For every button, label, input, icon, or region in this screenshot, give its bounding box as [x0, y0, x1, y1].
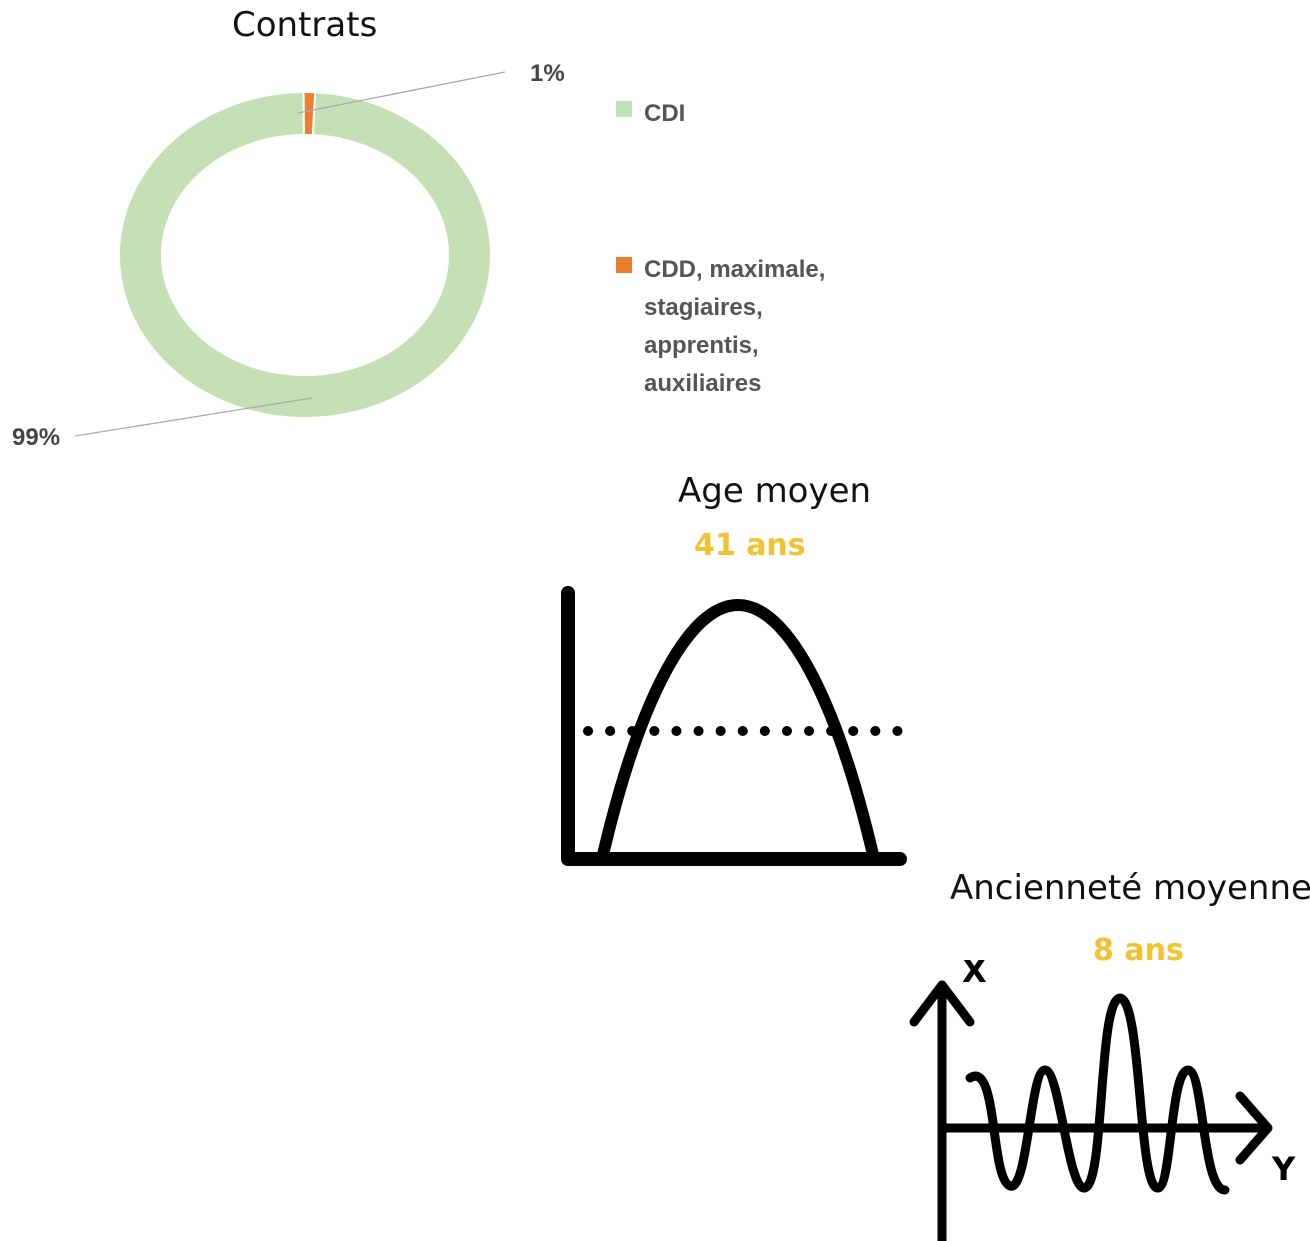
contrats-donut-chart [74, 71, 506, 437]
data-label-cdi: 99% [12, 424, 61, 451]
axis-y-label: Y [1271, 1150, 1296, 1188]
legend-label-other-line: auxiliaires [644, 370, 762, 397]
age-value: 41 ans [694, 528, 806, 563]
anciennete-value: 8 ans [1093, 933, 1184, 968]
legend-label-other-line: CDD, maximale, [644, 256, 826, 283]
donut-slices [118, 90, 492, 419]
bell-curve-icon [561, 586, 907, 866]
legend-label-cdi: CDI [644, 100, 686, 127]
legend-swatch-cdi [616, 101, 632, 117]
legend-item-cdi: CDI [616, 95, 825, 133]
data-label-other: 1% [530, 60, 565, 87]
legend-label-other: CDD, maximale, stagiaires, apprentis, au… [644, 251, 825, 403]
anciennete-title: Ancienneté moyenne [950, 868, 1310, 908]
contrats-legend: CDI CDD, maximale, stagiaires, apprentis… [616, 95, 825, 403]
leader-line-cdi [74, 397, 313, 437]
legend-label-other-line: apprentis, [644, 332, 759, 359]
age-title: Age moyen [678, 471, 872, 511]
legend-label-other-line: stagiaires, [644, 294, 763, 321]
legend-item-other: CDD, maximale, stagiaires, apprentis, au… [616, 251, 825, 403]
wave-graph-icon: X Y [909, 960, 1296, 1241]
contrats-title: Contrats [232, 5, 378, 45]
donut-slice-cdi [118, 90, 492, 419]
leader-line-other [297, 71, 506, 114]
legend-swatch-other [616, 257, 632, 273]
axis-x-label: X [962, 960, 987, 990]
